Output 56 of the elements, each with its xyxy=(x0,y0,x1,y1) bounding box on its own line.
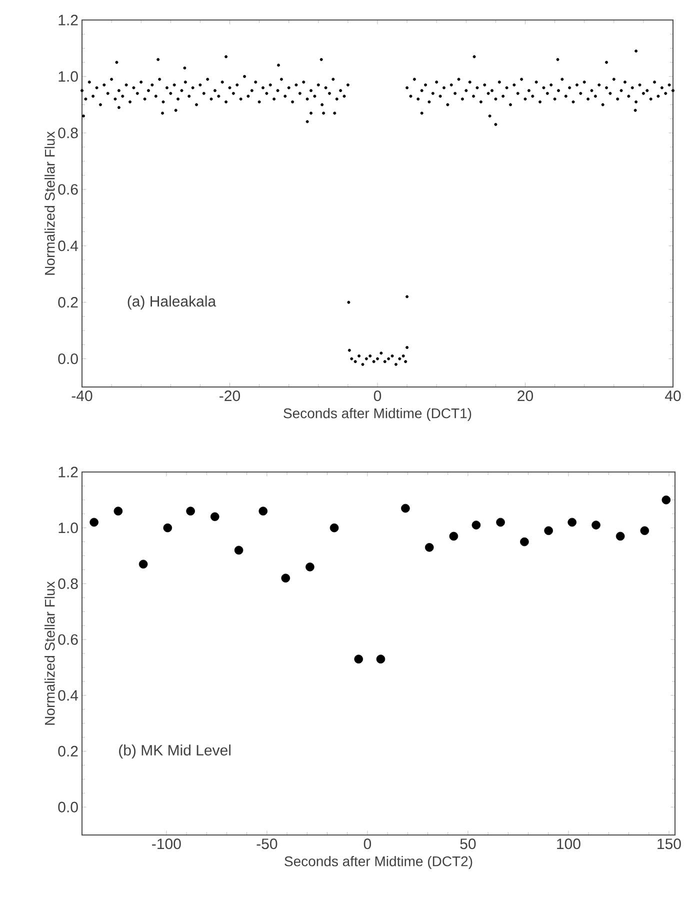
point xyxy=(592,520,600,530)
y-tick-label: 0.0 xyxy=(58,353,78,364)
point xyxy=(330,523,339,532)
point xyxy=(163,523,172,532)
y-tick-label: 0.8 xyxy=(58,578,78,590)
point xyxy=(114,506,123,516)
y-tick-label: 0.6 xyxy=(58,634,78,645)
y-tick-label: 1.2 xyxy=(58,466,78,478)
x-tick-label: 0 xyxy=(364,838,372,850)
y-tick-label: 0.6 xyxy=(58,184,78,195)
x-axis-title: Seconds after Midtime (DCT1) xyxy=(284,408,472,422)
y-tick-label: 0.2 xyxy=(58,746,78,757)
annotation: (b) MK Mid Level xyxy=(119,744,230,759)
y-tick-label: 0.8 xyxy=(58,128,78,138)
x-tick-label: 40 xyxy=(665,390,681,402)
point xyxy=(424,543,434,552)
x-tick-label: 50 xyxy=(460,838,476,850)
point xyxy=(520,537,529,546)
point xyxy=(496,518,505,527)
x-tick-label: 20 xyxy=(518,390,533,402)
point xyxy=(568,518,576,527)
point xyxy=(401,504,410,513)
x-tick-label: -20 xyxy=(220,390,240,402)
point xyxy=(90,518,98,527)
annotation: (a) Haleakala xyxy=(128,296,216,310)
y-tick-label: 0.4 xyxy=(58,690,78,701)
x-tick-label: -100 xyxy=(152,838,181,850)
y-tick-label: 0.0 xyxy=(58,802,78,812)
y-axis-title: Normalized Stellar Flux xyxy=(44,131,55,275)
point xyxy=(662,496,671,504)
y-tick-label: 0.4 xyxy=(58,240,78,252)
point xyxy=(544,526,553,536)
point xyxy=(376,654,386,664)
point xyxy=(281,574,290,583)
x-axis-title: Seconds after Midtime (DCT2) xyxy=(284,856,472,870)
y-tick-label: 1.0 xyxy=(58,522,78,534)
point xyxy=(306,562,314,572)
y-tick-label: 1.0 xyxy=(58,71,78,82)
point xyxy=(234,546,244,555)
x-tick-label: -40 xyxy=(72,390,92,402)
y-tick-label: 1.2 xyxy=(58,14,78,26)
point xyxy=(449,532,458,541)
x-tick-label: 150 xyxy=(658,838,681,850)
y-axis-title: Normalized Stellar Flux xyxy=(44,581,55,725)
point xyxy=(354,654,364,664)
x-tick-label: -50 xyxy=(256,838,278,850)
point xyxy=(186,506,195,516)
x-tick-label: 0 xyxy=(374,390,382,402)
point xyxy=(472,520,481,530)
x-tick-label: 100 xyxy=(557,838,580,850)
point xyxy=(138,560,148,569)
point xyxy=(210,512,220,522)
y-tick-label: 0.2 xyxy=(58,297,78,308)
point xyxy=(640,526,650,536)
point xyxy=(616,532,625,541)
point xyxy=(258,506,268,516)
